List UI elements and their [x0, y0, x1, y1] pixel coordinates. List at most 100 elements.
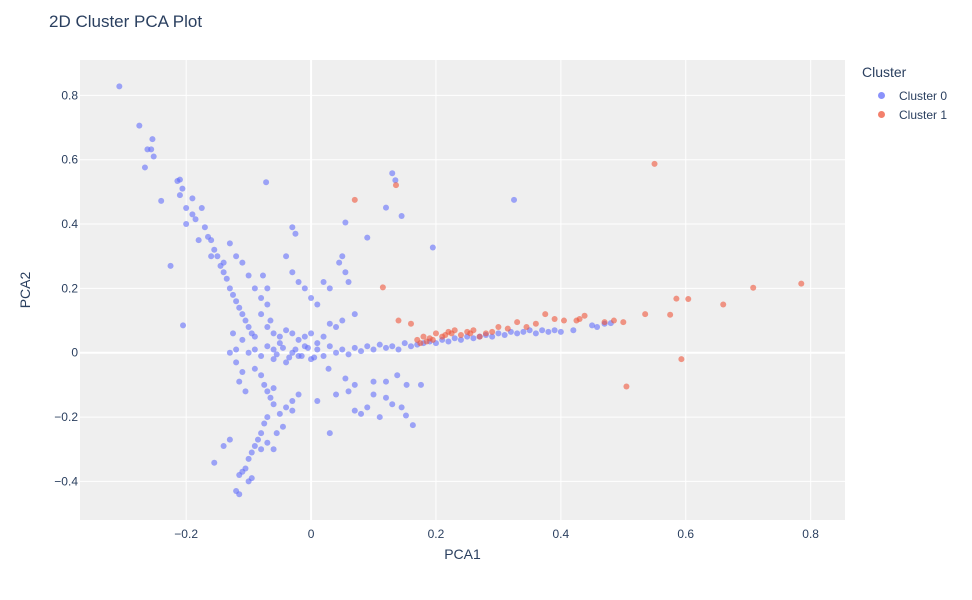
- scatter-point[interactable]: [258, 311, 265, 318]
- scatter-point[interactable]: [394, 372, 401, 379]
- scatter-point[interactable]: [289, 269, 296, 276]
- scatter-point[interactable]: [239, 259, 246, 266]
- scatter-point[interactable]: [273, 351, 280, 358]
- scatter-point[interactable]: [501, 332, 508, 339]
- scatter-point[interactable]: [489, 333, 496, 340]
- scatter-point[interactable]: [236, 471, 243, 478]
- scatter-point[interactable]: [251, 365, 258, 372]
- scatter-point[interactable]: [283, 359, 290, 366]
- scatter-point[interactable]: [409, 422, 416, 429]
- scatter-point[interactable]: [376, 414, 383, 421]
- scatter-point[interactable]: [351, 381, 358, 388]
- scatter-point[interactable]: [270, 446, 277, 453]
- scatter-point[interactable]: [514, 319, 521, 326]
- scatter-point[interactable]: [273, 430, 280, 437]
- scatter-point[interactable]: [245, 455, 252, 462]
- scatter-point[interactable]: [326, 320, 333, 327]
- scatter-point[interactable]: [267, 394, 274, 401]
- scatter-point[interactable]: [342, 375, 349, 382]
- scatter-point[interactable]: [258, 295, 265, 302]
- scatter-point[interactable]: [358, 348, 365, 355]
- scatter-point[interactable]: [283, 253, 290, 260]
- scatter-point[interactable]: [270, 346, 277, 353]
- scatter-point[interactable]: [532, 320, 539, 327]
- scatter-point[interactable]: [417, 340, 424, 347]
- scatter-point[interactable]: [326, 343, 333, 350]
- scatter-point[interactable]: [179, 185, 186, 192]
- scatter-point[interactable]: [451, 335, 458, 342]
- scatter-point[interactable]: [545, 328, 552, 335]
- scatter-point[interactable]: [542, 311, 549, 318]
- scatter-point[interactable]: [339, 317, 346, 324]
- scatter-point[interactable]: [451, 327, 458, 334]
- scatter-point[interactable]: [183, 221, 190, 228]
- scatter-point[interactable]: [226, 240, 233, 247]
- scatter-point[interactable]: [383, 378, 389, 385]
- scatter-point[interactable]: [370, 378, 377, 385]
- scatter-point[interactable]: [420, 333, 427, 340]
- scatter-point[interactable]: [208, 237, 215, 244]
- scatter-point[interactable]: [208, 253, 215, 260]
- scatter-point[interactable]: [292, 230, 299, 237]
- scatter-point[interactable]: [345, 388, 352, 395]
- scatter-point[interactable]: [320, 352, 327, 359]
- scatter-point[interactable]: [470, 327, 477, 334]
- scatter-point[interactable]: [417, 381, 424, 388]
- scatter-point[interactable]: [214, 253, 221, 260]
- scatter-point[interactable]: [251, 333, 258, 340]
- scatter-point[interactable]: [301, 333, 308, 340]
- scatter-point[interactable]: [289, 397, 296, 404]
- scatter-point[interactable]: [264, 301, 271, 308]
- scatter-point[interactable]: [407, 320, 414, 327]
- scatter-point[interactable]: [445, 338, 452, 345]
- scatter-point[interactable]: [258, 446, 265, 453]
- scatter-point[interactable]: [298, 352, 305, 359]
- scatter-point[interactable]: [261, 420, 268, 427]
- scatter-point[interactable]: [211, 246, 218, 253]
- scatter-point[interactable]: [116, 83, 123, 90]
- scatter-point[interactable]: [379, 284, 386, 291]
- scatter-point[interactable]: [261, 381, 268, 388]
- scatter-point[interactable]: [351, 344, 358, 351]
- scatter-point[interactable]: [407, 343, 414, 350]
- scatter-point[interactable]: [264, 439, 271, 446]
- scatter-point[interactable]: [364, 343, 371, 350]
- scatter-point[interactable]: [342, 269, 349, 276]
- scatter-point[interactable]: [136, 122, 143, 129]
- scatter-point[interactable]: [283, 404, 290, 411]
- scatter-point[interactable]: [239, 369, 246, 376]
- scatter-point[interactable]: [581, 312, 588, 319]
- scatter-point[interactable]: [314, 346, 321, 353]
- scatter-point[interactable]: [304, 344, 311, 351]
- scatter-point[interactable]: [248, 449, 255, 456]
- scatter-point[interactable]: [292, 346, 299, 353]
- scatter-point[interactable]: [233, 253, 240, 260]
- scatter-point[interactable]: [678, 356, 685, 363]
- scatter-point[interactable]: [295, 336, 302, 343]
- scatter-point[interactable]: [339, 346, 346, 353]
- scatter-point[interactable]: [576, 315, 583, 322]
- scatter-point[interactable]: [233, 346, 240, 353]
- scatter-point[interactable]: [345, 351, 352, 358]
- scatter-point[interactable]: [251, 346, 258, 353]
- scatter-point[interactable]: [263, 179, 270, 186]
- scatter-point[interactable]: [301, 285, 308, 292]
- scatter-point[interactable]: [620, 319, 627, 326]
- scatter-point[interactable]: [720, 301, 727, 308]
- scatter-point[interactable]: [351, 407, 358, 414]
- legend-item[interactable]: Cluster 0: [862, 86, 947, 105]
- scatter-point[interactable]: [495, 323, 502, 330]
- scatter-point[interactable]: [551, 327, 558, 334]
- scatter-point[interactable]: [150, 153, 157, 160]
- scatter-point[interactable]: [570, 327, 577, 334]
- scatter-point[interactable]: [245, 349, 252, 356]
- scatter-point[interactable]: [276, 333, 283, 340]
- scatter-point[interactable]: [279, 344, 286, 351]
- scatter-point[interactable]: [336, 259, 343, 266]
- scatter-point[interactable]: [251, 285, 258, 292]
- scatter-point[interactable]: [333, 391, 340, 398]
- scatter-point[interactable]: [223, 275, 230, 282]
- scatter-point[interactable]: [623, 383, 630, 390]
- legend-item[interactable]: Cluster 1: [862, 105, 947, 124]
